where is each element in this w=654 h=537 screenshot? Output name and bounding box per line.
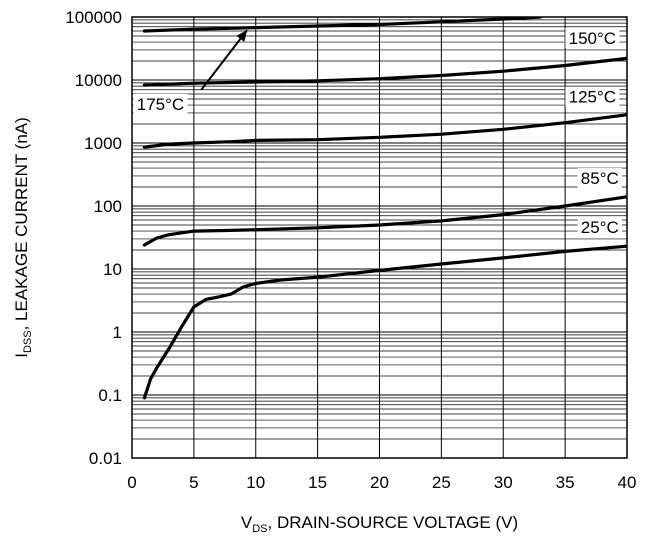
x-tick-label: 0 [127,473,136,492]
plot-frame [131,16,628,459]
x-tick-label: 15 [308,473,327,492]
series-label-125c: 125°C [569,88,616,107]
y-tick-label: 100000 [65,8,122,27]
y-tick-labels: 0.01 0.1 1 10 100 1000 10000 100000 [65,8,122,468]
y-tick-label: 100 [94,197,122,216]
y-tick-label: 10 [103,260,122,279]
x-tick-label: 40 [618,473,637,492]
series-label-bg-150c [565,28,620,49]
series-labels: 150°C 125°C 85°C 25°C 175°C [133,28,622,238]
x-tick-label: 35 [556,473,575,492]
series-label-bg-175c [133,93,188,114]
series-label-25c: 25°C [581,218,619,237]
series-label-150c: 150°C [569,29,616,48]
y-tick-label: 0.1 [98,386,122,405]
x-axis-label-main: V [241,513,253,532]
x-tick-label: 5 [189,473,198,492]
annotation-arrow-head [236,30,248,42]
series-label-bg-125c [565,86,620,107]
x-tick-labels: 0 5 10 15 20 25 30 35 40 [127,473,636,492]
x-axis-label-rest: , DRAIN-SOURCE VOLTAGE (V) [268,513,519,532]
series-line-85c [142,195,627,247]
x-axis-label-sub: DS [252,523,267,535]
x-tick-label: 25 [432,473,451,492]
series-line-175c [142,17,542,33]
y-tick-label: 0.01 [89,449,122,468]
series-lines [142,17,627,400]
annotation-arrow-line [200,29,248,91]
series-line-150c [142,56,627,87]
x-tick-label: 30 [494,473,513,492]
y-axis-label: IDSS, LEAKAGE CURRENT (nA) [12,117,34,358]
series-label-175c: 175°C [137,95,184,114]
series-line-125c [142,113,627,149]
series-label-bg-85c [577,168,622,189]
y-tick-label: 10000 [75,71,122,90]
y-tick-label: 1000 [84,134,122,153]
y-axis-label-main: I [12,353,31,358]
y-axis-label-rest: , LEAKAGE CURRENT (nA) [12,117,31,330]
y-tick-label: 1 [113,323,122,342]
series-line-25c [142,244,627,400]
x-tick-label: 10 [246,473,265,492]
y-axis-label-sub: DSS [22,330,34,353]
series-label-85c: 85°C [581,169,619,188]
x-axis-label: VDS, DRAIN-SOURCE VOLTAGE (V) [241,513,518,535]
series-label-bg-25c [577,217,622,238]
x-tick-label: 20 [370,473,389,492]
